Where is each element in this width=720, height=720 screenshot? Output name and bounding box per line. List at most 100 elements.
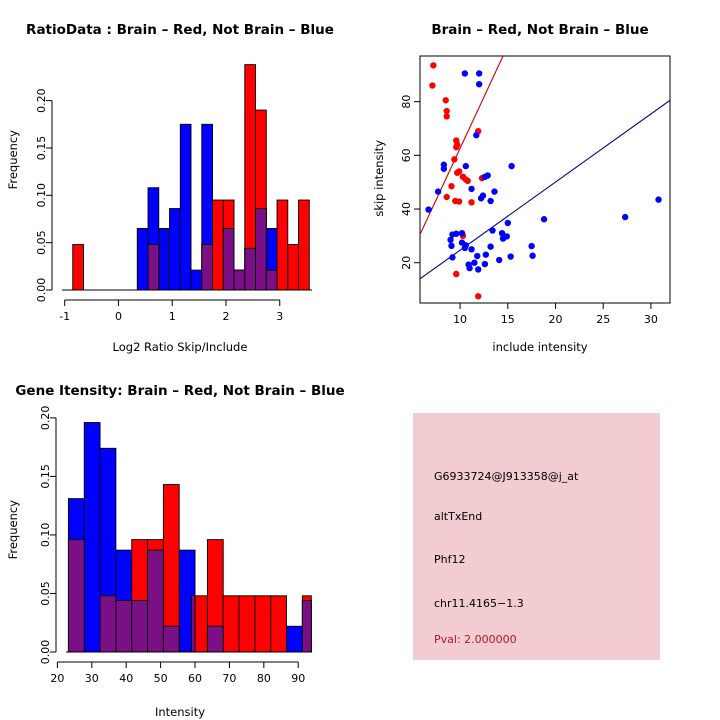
scatter-point	[481, 260, 489, 268]
ratio-histogram-plot: -1 0 1 2 3 0.00 0.05 0.10 0.15 0.20	[35, 64, 312, 323]
scatter-point	[489, 227, 496, 234]
ratio-histogram-panel: RatioData : Brain – Red, Not Brain – Blu…	[0, 0, 360, 360]
info-event-type: altTxEnd	[434, 510, 483, 523]
y-tick-label: 0.00	[39, 640, 52, 665]
ratio-histogram-title: RatioData : Brain – Red, Not Brain – Blu…	[26, 22, 334, 38]
scatter-point	[507, 253, 514, 260]
y-tick-label: 0.00	[35, 278, 48, 303]
x-tick-label: -1	[59, 310, 70, 323]
x-tick-label: 80	[257, 672, 271, 685]
scatter-point	[451, 156, 458, 163]
y-tick-label: 0.10	[39, 523, 52, 548]
trend-line	[420, 99, 670, 280]
scatter-point	[429, 82, 436, 89]
histogram-bar	[72, 244, 84, 291]
scatter-point	[655, 196, 662, 203]
info-gene-symbol: Phf12	[434, 553, 466, 566]
histogram-bar-overlap	[255, 208, 267, 291]
scatter-point	[487, 243, 494, 250]
histogram-bar-overlap	[244, 247, 256, 291]
scatter-point	[448, 242, 455, 250]
histogram-bar-overlap	[206, 625, 224, 653]
histogram-bar-overlap	[131, 600, 148, 653]
scatter-point	[461, 70, 469, 77]
x-tick-label: 25	[596, 313, 610, 326]
scatter-point	[468, 246, 475, 253]
histogram-bar-overlap	[147, 244, 160, 291]
x-tick-label: 40	[119, 672, 133, 685]
scatter-point	[447, 236, 454, 244]
scatter-point	[475, 80, 483, 88]
trend-line	[420, 56, 504, 235]
x-tick-label: 30	[85, 672, 99, 685]
info-pval: Pval: 2.000000	[434, 633, 517, 646]
x-tick-label: 10	[453, 313, 467, 326]
histogram-bar	[212, 199, 224, 291]
histogram-bar-overlap	[115, 600, 133, 653]
y-tick-label: 60	[400, 148, 413, 162]
scatter-point	[443, 107, 450, 115]
y-tick-label: 40	[400, 202, 413, 216]
scatter-point	[508, 162, 515, 170]
scatter-panel: Brain – Red, Not Brain – Blue skip inten…	[360, 0, 720, 360]
x-tick-label: 50	[154, 672, 168, 685]
scatter-plot: 10 15 20 25 30 20 40 60 80	[400, 55, 671, 326]
histogram-bar-overlap	[99, 595, 117, 653]
scatter-point	[453, 230, 460, 237]
scatter-point	[458, 229, 466, 237]
x-tick-label: 60	[188, 672, 202, 685]
histogram-bar	[83, 422, 101, 653]
y-tick-label: 0.15	[39, 464, 52, 489]
scatter-point	[495, 256, 503, 264]
histogram-bar-overlap	[67, 539, 85, 653]
histogram-bar-overlap	[301, 600, 312, 653]
x-tick-label: 90	[291, 672, 305, 685]
scatter-point	[458, 239, 466, 246]
y-tick-label: 0.05	[39, 581, 52, 606]
y-tick-label: 0.10	[35, 183, 48, 208]
scatter-point	[621, 213, 629, 221]
histogram-bar-overlap	[191, 595, 196, 653]
scatter-point	[482, 251, 490, 258]
gene-histogram-xlabel: Intensity	[154, 705, 206, 719]
scatter-point	[442, 97, 449, 104]
scatter-point	[475, 293, 482, 300]
gene-histogram-panel: Gene Itensity: Brain – Red, Not Brain – …	[0, 360, 360, 720]
x-tick-label: 3	[276, 310, 283, 323]
scatter-point	[425, 206, 432, 213]
scatter-point	[499, 235, 507, 242]
plot-frame	[419, 55, 671, 304]
histogram-bar	[158, 227, 170, 291]
histogram-bar	[190, 269, 203, 291]
histogram-bar	[276, 199, 289, 291]
histogram-bar-overlap	[265, 269, 278, 291]
scatter-point	[471, 259, 478, 266]
gene-histogram-title: Gene Itensity: Brain – Red, Not Brain – …	[15, 383, 345, 399]
x-tick-label: 20	[548, 313, 562, 326]
histogram-bar	[169, 208, 181, 291]
x-tick-label: 70	[222, 672, 236, 685]
scatter-point	[455, 198, 463, 205]
scatter-title: Brain – Red, Not Brain – Blue	[431, 22, 649, 38]
scatter-xlabel: include intensity	[492, 340, 588, 354]
scatter-point	[504, 219, 511, 227]
scatter-point	[443, 193, 450, 201]
scatter-point	[430, 62, 437, 69]
x-tick-label: 15	[501, 313, 515, 326]
scatter-point	[481, 173, 489, 181]
histogram-bar	[287, 244, 300, 291]
info-probe-id: G6933724@J913358@j_at	[434, 470, 579, 483]
scatter-point	[498, 229, 506, 237]
x-tick-label: 2	[222, 310, 229, 323]
histogram-bar	[179, 123, 192, 291]
gene-info-panel: G6933724@J913358@j_at altTxEnd Phf12 chr…	[413, 413, 660, 660]
histogram-bar	[136, 227, 149, 291]
gene-histogram-plot: 20 30 40 50 60 70 80 90 0.00 0.05 0.10 0.15 0.20	[39, 406, 312, 685]
histogram-bar-overlap	[201, 244, 213, 291]
scatter-point	[529, 252, 536, 259]
histogram-bar	[298, 199, 310, 291]
scatter-point	[434, 188, 442, 195]
y-tick-label: 0.20	[35, 88, 48, 113]
histogram-bar-overlap	[147, 549, 164, 653]
scatter-point	[468, 199, 475, 206]
